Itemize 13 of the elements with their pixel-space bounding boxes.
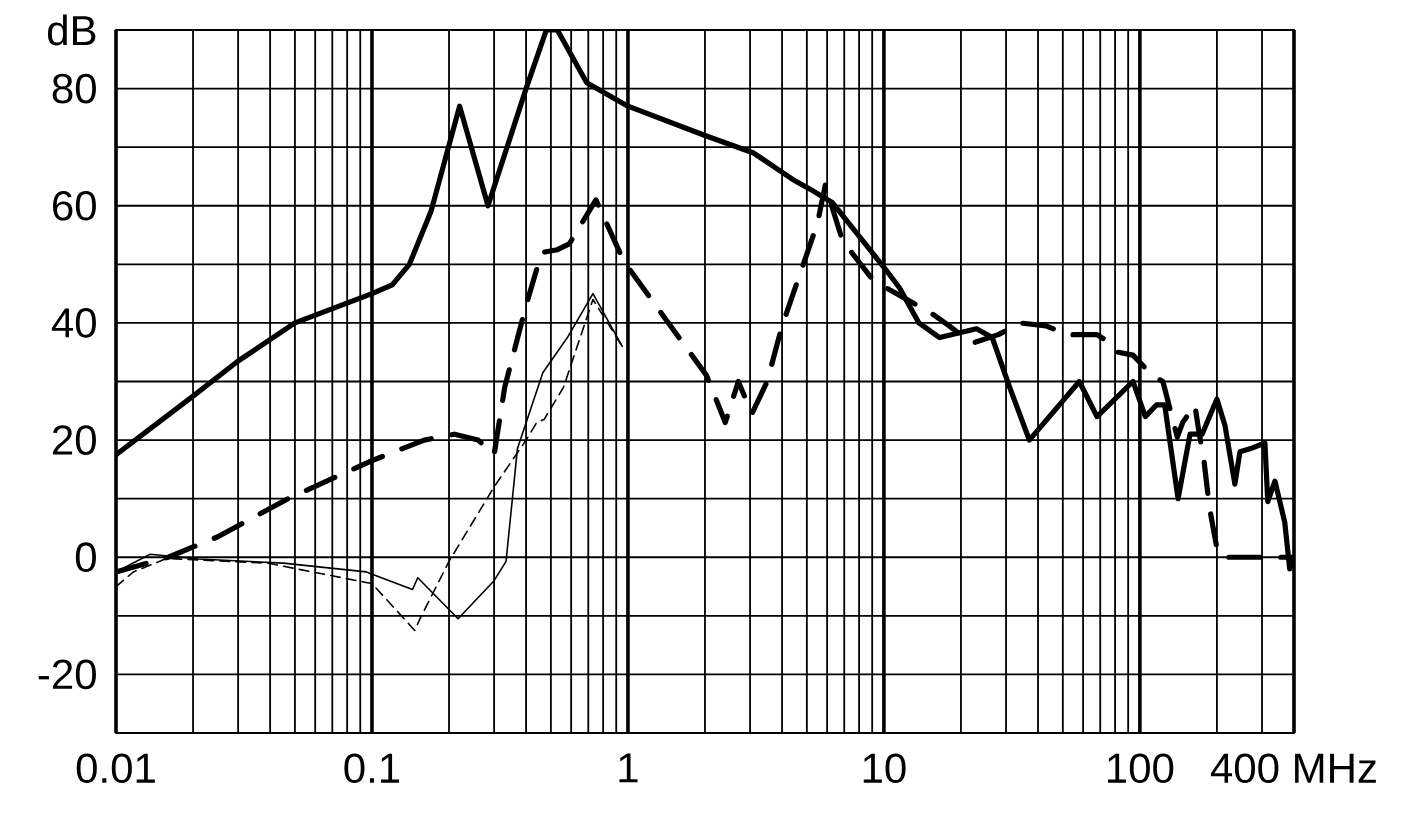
y-tick-label: 80	[52, 73, 96, 104]
x-tick-label: 400 MHz	[1210, 753, 1376, 784]
y-tick-label: 0	[75, 542, 96, 573]
x-tick-label: 0.1	[344, 753, 400, 784]
x-tick-label: 1	[619, 753, 638, 783]
y-tick-label: 20	[52, 425, 96, 455]
x-tick-label: 0.01	[76, 753, 155, 784]
y-tick-label: -20	[38, 659, 96, 690]
x-tick-label: 100	[1108, 753, 1174, 784]
y-tick-label: 40	[51, 308, 96, 338]
x-tick-label: 10	[863, 753, 906, 784]
y-tick-label: 60	[53, 190, 96, 221]
y-tick-label: dB	[47, 14, 96, 46]
